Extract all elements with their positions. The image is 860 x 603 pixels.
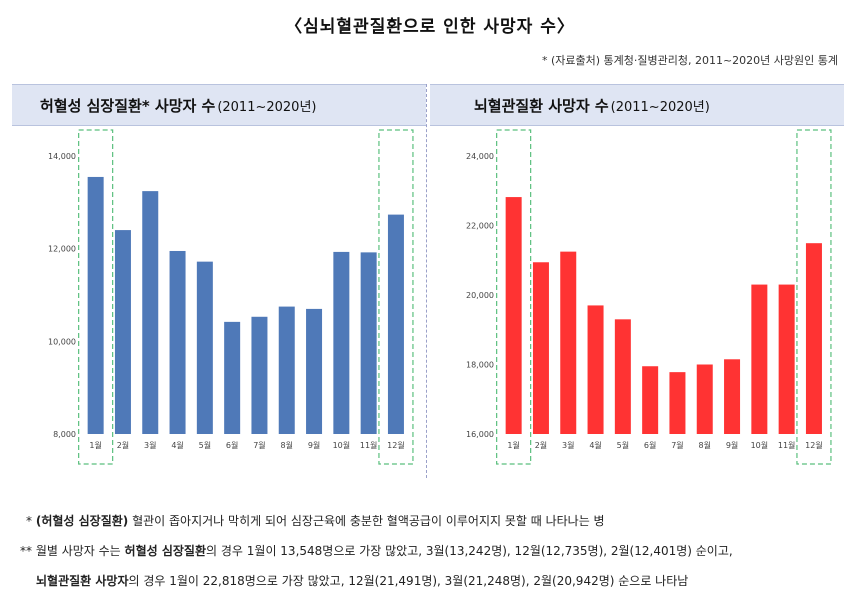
bar-4월 (169, 250, 186, 434)
bar-2월 (532, 262, 549, 434)
panel-title-right-period: (2011~2020년) (610, 99, 710, 115)
footnote-definition-text: 혈관이 좁아지거나 막히게 되어 심장근육에 충분한 혈액공급이 이루어지지 못… (128, 514, 605, 528)
y-tick-label: 20,000 (466, 291, 494, 300)
bar-1월 (87, 176, 104, 434)
y-tick-label: 24,000 (466, 152, 494, 161)
bar-3월 (560, 251, 577, 434)
panel-header-right: 뇌혈관질환 사망자 수 (2011~2020년) (430, 84, 844, 126)
footnote-summary-term: 허혈성 심장질환 (124, 544, 207, 558)
highlight-box-12월 (378, 129, 414, 465)
bar-5월 (614, 319, 631, 434)
x-tick-label: 3월 (562, 440, 574, 450)
x-tick-label: 4월 (589, 440, 601, 450)
panel-ischemic-heart: 허혈성 심장질환* 사망자 수 (2011~2020년) 8,000 10,000… (12, 84, 427, 478)
bar-7월 (251, 316, 268, 434)
footnote-summary-1: ** 월별 사망자 수는 허혈성 심장질환의 경우 1월이 13,548명으로 … (20, 542, 733, 559)
bar-4월 (587, 305, 604, 434)
footnote-mark-2: ** (20, 544, 32, 558)
footnote-summary-term-2: 뇌혈관질환 사망자 (36, 574, 129, 588)
x-tick-label: 2월 (535, 440, 547, 450)
y-tick-label: 14,000 (48, 152, 76, 161)
x-tick-label: 10월 (333, 440, 351, 450)
footnote-mark: * (26, 514, 32, 528)
footnote-summary-text: 의 경우 1월이 13,548명으로 가장 많았고, 3월(13,242명), … (206, 544, 733, 558)
x-tick-label: 2월 (117, 440, 129, 450)
y-tick-label: 10,000 (48, 337, 76, 346)
footnote-term: (허혈성 심장질환) (35, 514, 129, 528)
x-tick-label: 7월 (671, 440, 683, 450)
x-tick-label: 12월 (387, 440, 405, 450)
x-tick-label: 7월 (253, 440, 265, 450)
highlight-box-1월 (78, 129, 114, 465)
bar-9월 (724, 359, 741, 434)
x-tick-label: 6월 (226, 440, 238, 450)
x-tick-label: 5월 (617, 440, 629, 450)
x-tick-label: 8월 (699, 440, 711, 450)
bar-6월 (642, 366, 659, 434)
chart-ischemic-heart: 8,000 10,000 12,000 14,000 1월 2월 3월 4월 5월 6월 7월 8월 9… (48, 129, 414, 465)
bar-11월 (778, 284, 795, 434)
bar-7월 (669, 372, 686, 434)
bar-12월 (387, 214, 404, 434)
x-tick-label: 9월 (726, 440, 738, 450)
x-tick-label: 11월 (360, 440, 378, 450)
page-title: 〈심뇌혈관질환으로 인한 사망자 수〉 (285, 17, 575, 37)
bar-1월 (505, 197, 522, 434)
bar-3월 (142, 191, 159, 434)
bar-8월 (278, 306, 295, 434)
bar-2월 (114, 230, 131, 434)
chart-cerebrovascular: 16,000 18,000 20,000 22,000 24,000 1월 2월 3월 4월 5월… (466, 129, 832, 465)
x-tick-label: 12월 (805, 440, 823, 450)
bar-12월 (805, 243, 822, 434)
bar-10월 (751, 284, 768, 434)
panel-cerebrovascular: 뇌혈관질환 사망자 수 (2011~2020년) 16,000 18,000 20,… (430, 84, 844, 478)
x-tick-label: 4월 (171, 440, 183, 450)
x-tick-label: 9월 (308, 440, 320, 450)
footnote-definition: * (허혈성 심장질환) 혈관이 좁아지거나 막히게 되어 심장근육에 충분한 … (26, 512, 605, 529)
x-tick-label: 1월 (507, 440, 519, 450)
x-tick-label: 11월 (778, 440, 796, 450)
highlight-box-12월 (796, 129, 832, 465)
x-tick-label: 1월 (89, 440, 101, 450)
bar-6월 (224, 321, 241, 434)
panel-header-left: 허혈성 심장질환* 사망자 수 (2011~2020년) (12, 84, 426, 126)
footnote-summary-pre: 월별 사망자 수는 (32, 544, 125, 558)
bar-10월 (333, 251, 350, 434)
source-note: * (자료출처) 통계청·질병관리청, 2011~2020년 사망원인 통계 (541, 54, 838, 67)
highlight-box-1월 (496, 129, 532, 465)
y-tick-label: 8,000 (53, 430, 76, 439)
x-tick-label: 6월 (644, 440, 656, 450)
panel-title-right: 뇌혈관질환 사망자 수 (474, 96, 609, 115)
y-tick-label: 22,000 (466, 222, 494, 231)
x-tick-label: 8월 (281, 440, 293, 450)
y-tick-label: 18,000 (466, 361, 494, 370)
footnote-summary-text-2: 의 경우 1월이 22,818명으로 가장 많았고, 12월(21,491명),… (128, 574, 689, 588)
x-tick-label: 5월 (199, 440, 211, 450)
bar-8월 (696, 364, 713, 434)
bar-9월 (306, 308, 323, 434)
footnote-summary-2: 뇌혈관질환 사망자의 경우 1월이 22,818명으로 가장 많았고, 12월(… (36, 572, 688, 589)
y-tick-label: 16,000 (466, 430, 494, 439)
panel-title-left-period: (2011~2020년) (217, 99, 317, 115)
y-tick-label: 12,000 (48, 245, 76, 254)
x-tick-label: 10월 (751, 440, 769, 450)
bar-5월 (196, 261, 213, 434)
bar-11월 (360, 252, 377, 434)
panel-title-left: 허혈성 심장질환* 사망자 수 (40, 96, 216, 115)
x-tick-label: 3월 (144, 440, 156, 450)
